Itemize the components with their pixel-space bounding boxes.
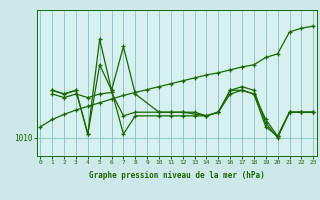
X-axis label: Graphe pression niveau de la mer (hPa): Graphe pression niveau de la mer (hPa) [89,171,265,180]
